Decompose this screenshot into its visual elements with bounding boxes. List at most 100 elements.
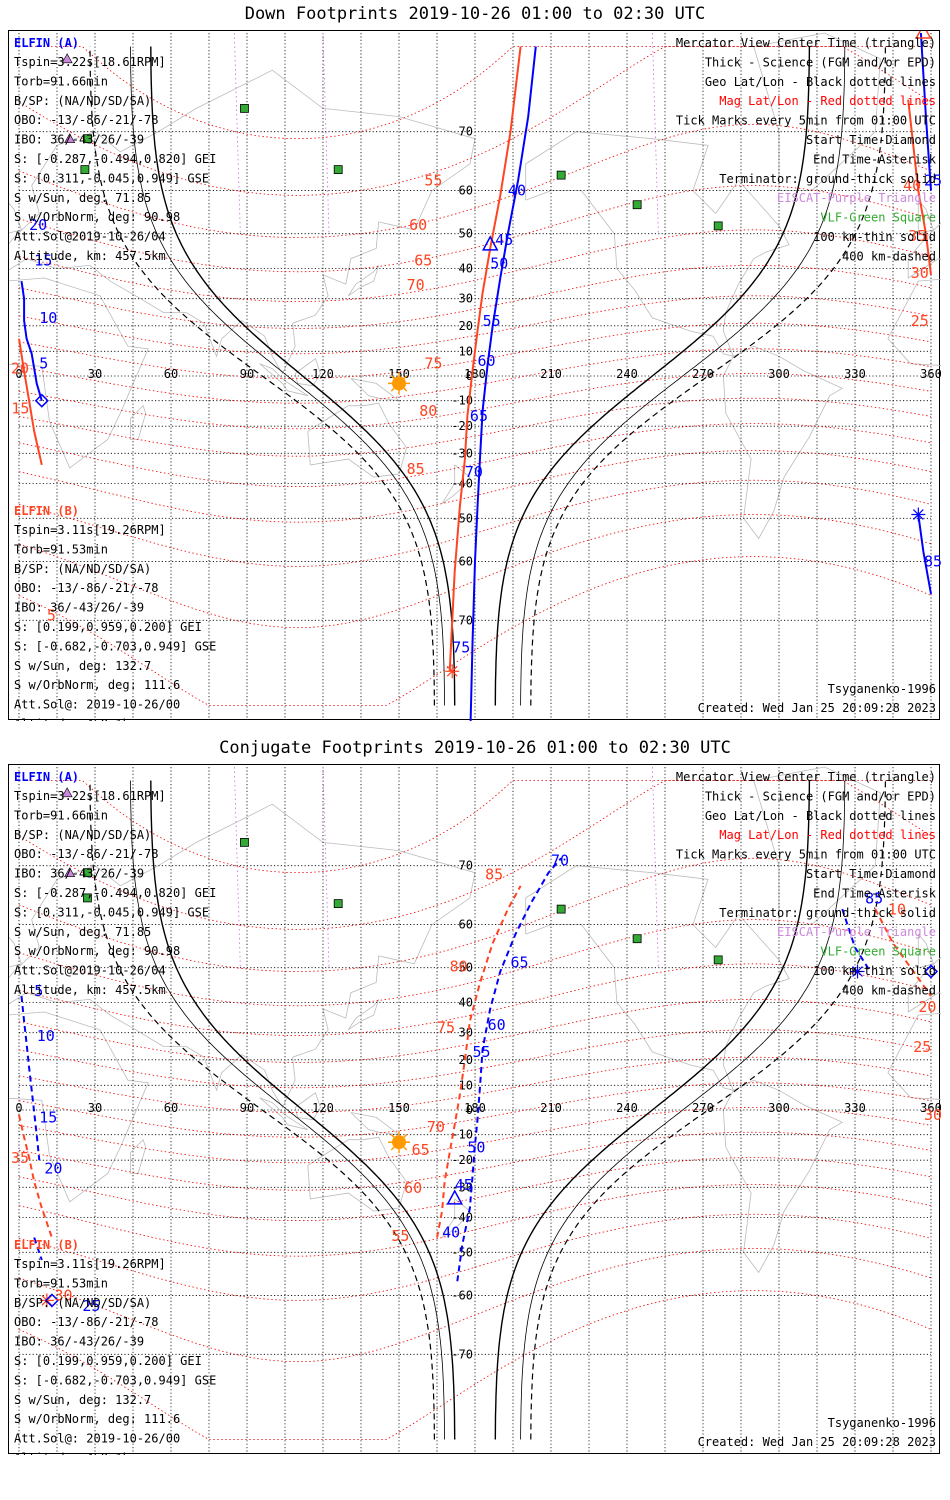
track-time-label: 55 [391, 1227, 409, 1245]
footprint-tracks [18, 857, 932, 1282]
track-time-label: 40 [508, 181, 526, 199]
created-timestamp: Created: Wed Jan 25 20:09:28 2023 [698, 701, 936, 715]
vlf-square-marker [83, 134, 92, 144]
track-time-label: 85 [865, 890, 883, 908]
mag-parallel [19, 46, 931, 140]
track-time-label: 70 [465, 463, 483, 481]
mag-meridian [322, 32, 330, 234]
elfin-a-info-line: S: [-0.287,-0.494,0.820] GEI [14, 152, 216, 166]
track-time-label: 15 [34, 251, 52, 269]
track-time-label: 40 [903, 177, 921, 195]
end-asterisk-marker [850, 964, 865, 979]
elfin-b-info: ELFIN (B) Tspin=3.11s[19.26RPM] Torb=91.53… [14, 1238, 216, 1455]
mag-parallel [18, 556, 932, 706]
mag-parallel [18, 1184, 932, 1257]
legend-item: Tick Marks every 5min from 01:00 UTC [676, 114, 936, 128]
mag-parallel [18, 373, 932, 430]
legend-item: EISCAT-Purple Triangle [777, 925, 936, 939]
land-outline [307, 402, 408, 478]
land-outline [307, 1136, 408, 1212]
track-time-label: 5 [39, 355, 48, 373]
vlf-square-marker [713, 221, 723, 231]
terminator-ground [150, 780, 456, 1440]
lat-tick-label: -50 [451, 511, 473, 525]
mag-meridian [233, 32, 241, 234]
track-time-label: 10 [37, 1027, 55, 1045]
lon-tick-label: 240 [616, 1101, 638, 1115]
conjugate-footprints-title: Conjugate Footprints 2019-10-26 01:00 to… [219, 738, 731, 758]
elfin-b-info-line: S: [0.199,0.959,0.200] GEI [14, 1354, 202, 1368]
elfin-a-info: ELFIN (A) Tspin=3.22s[18.61RPM] Torb=91.66… [14, 36, 216, 263]
elfin-b-info-line: S w/OrbNorm, deg: 111.6 [14, 1412, 180, 1426]
lat-tick-label: -30 [451, 446, 473, 460]
markers [39, 787, 939, 1308]
mag-parallel [18, 1248, 932, 1363]
land-outline [9, 936, 23, 968]
track-time-label: 65 [414, 251, 432, 269]
lon-tick-label: 180 [464, 367, 486, 381]
track-time-label: 60 [404, 1179, 422, 1197]
elfin-a-info-line: S: [0.311,-0.045,0.949] GSE [14, 905, 209, 919]
elfin-a-info-line: OBO: -13/-86/-21/-78 [14, 847, 159, 861]
track-time-label: 55 [424, 172, 442, 190]
lat-tick-label: 30 [459, 292, 473, 306]
eiscat-triangle-marker [64, 867, 76, 877]
elfin-b-info-line: IBO: 36/-43/26/-39 [14, 1335, 144, 1349]
land-outline [917, 198, 935, 235]
eiscat-triangle-marker [64, 133, 76, 143]
elfin-a-info-line: S w/OrbNorm, deg: 90.98 [14, 210, 180, 224]
track-line [33, 1237, 43, 1261]
terminator-100km [130, 46, 445, 706]
track-time-label: 65 [470, 407, 488, 425]
track-line [841, 908, 872, 973]
track-line [20, 995, 41, 1161]
center-triangle-marker [915, 31, 932, 39]
track-time-label: 75 [452, 638, 470, 656]
lon-tick-label: 210 [540, 367, 562, 381]
track-line [18, 1114, 53, 1238]
land-outline [9, 277, 149, 469]
elfin-b-info-line: B/SP: (NA/ND/SD/SA) [14, 1296, 151, 1310]
terminator-ground [494, 780, 811, 1440]
model-label: Tsyganenko-1996 [828, 682, 936, 696]
sun-ray [390, 375, 395, 379]
lat-tick-label: 10 [459, 1078, 473, 1092]
track-time-label: 55 [472, 1043, 490, 1061]
elfin-b-info-line: Torb=91.53min [14, 1276, 108, 1290]
eiscat-triangle-marker [61, 53, 73, 64]
legend-item: VLF-Green Square [820, 211, 936, 225]
track-time-label: 10 [888, 900, 906, 918]
lon-tick-label: 270 [692, 367, 714, 381]
land-outline [350, 378, 401, 402]
start-diamond-marker [34, 393, 49, 408]
vlf-square-marker [240, 103, 249, 113]
terminator-ground [494, 46, 811, 706]
track-time-label: 30 [54, 1286, 72, 1304]
center-triangle-marker [446, 1189, 463, 1205]
track-time-label: 30 [924, 1106, 941, 1124]
elfin-b-info-line: Altitude: 458.1km [14, 1451, 137, 1455]
lon-tick-label: 120 [312, 1101, 334, 1115]
elfin-a-info-line: S: [-0.287,-0.494,0.820] GEI [14, 886, 216, 900]
track-time-label: 65 [412, 1141, 430, 1159]
legend-item: End Time-Asterisk [813, 886, 937, 900]
sun-icon [388, 1131, 410, 1154]
elfin-b-info-line: OBO: -13/-86/-21/-78 [14, 1315, 159, 1329]
lat-tick-label: 40 [459, 996, 473, 1010]
mag-parallel [18, 1290, 932, 1440]
legend-item: EISCAT-Purple Triangle [777, 191, 936, 205]
terminator-100km [130, 780, 445, 1440]
elfin-a-info-line: Att.Sol@2019-10-26/04 [14, 964, 166, 978]
lat-tick-label: 70 [459, 859, 473, 873]
model-label: Tsyganenko-1996 [828, 1416, 936, 1430]
mag-parallel [18, 450, 932, 523]
created-timestamp: Created: Wed Jan 25 20:09:28 2023 [698, 1435, 936, 1449]
lon-tick-label: 210 [540, 1101, 562, 1115]
legend: Mercator View Center Time (triangle) Thic… [676, 770, 937, 997]
mag-meridian [651, 766, 659, 968]
mag-parallel [18, 1107, 932, 1164]
elfin-a-label: ELFIN (A) [14, 770, 79, 784]
track-line [874, 908, 932, 997]
legend-item: Mag Lat/Lon - Red dotted lines [719, 94, 936, 108]
